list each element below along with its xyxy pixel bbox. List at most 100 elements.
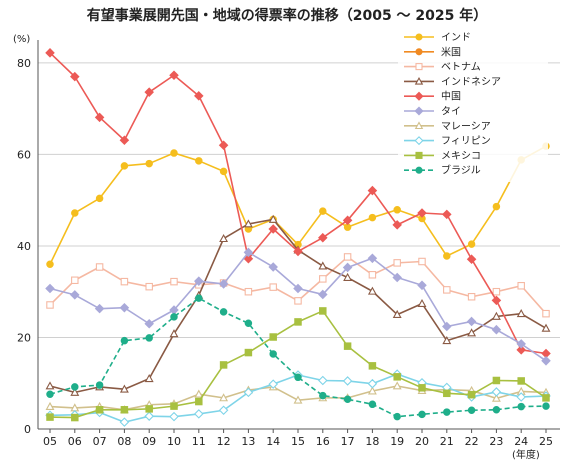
- data-point: [343, 342, 352, 350]
- legend-item: タイ: [404, 106, 461, 118]
- data-point: [418, 257, 426, 266]
- legend-background: [398, 28, 548, 182]
- data-point: [95, 406, 104, 414]
- x-tick-label: 05: [43, 435, 57, 448]
- data-point: [293, 395, 303, 404]
- data-point: [294, 297, 302, 305]
- data-point: [195, 397, 203, 406]
- data-point: [516, 339, 526, 349]
- data-point: [144, 87, 154, 97]
- legend-item: ベトナム: [404, 61, 481, 73]
- data-point: [269, 333, 277, 341]
- data-point: [443, 408, 451, 416]
- data-point: [46, 413, 54, 421]
- legend-label: 米国: [441, 45, 461, 58]
- data-point: [467, 390, 476, 399]
- data-point: [467, 328, 477, 337]
- legend-swatch-marker: [415, 48, 423, 56]
- data-point: [492, 202, 501, 211]
- data-point: [517, 377, 525, 385]
- legend-label: ブラジル: [441, 164, 481, 177]
- x-tick-label: 09: [142, 435, 156, 448]
- data-point: [268, 224, 278, 234]
- data-point: [442, 321, 452, 332]
- data-point: [516, 345, 526, 355]
- data-point: [393, 373, 401, 381]
- data-point: [145, 282, 153, 291]
- data-point: [71, 276, 79, 285]
- x-tick-label: 10: [167, 435, 181, 448]
- data-point: [368, 213, 377, 222]
- data-point: [170, 402, 178, 410]
- data-point: [342, 215, 353, 226]
- y-tick-label: 60: [17, 148, 31, 161]
- data-point: [491, 295, 502, 306]
- data-point: [467, 240, 476, 248]
- series-5: [45, 247, 551, 366]
- data-point: [144, 373, 154, 383]
- data-point: [243, 247, 254, 258]
- legend-swatch-marker: [414, 121, 424, 130]
- series-9: [46, 294, 550, 421]
- data-point: [417, 280, 427, 291]
- x-tick-label: 15: [291, 435, 305, 448]
- x-tick-label: 21: [440, 435, 454, 448]
- data-point: [194, 276, 204, 286]
- data-point: [393, 206, 401, 214]
- x-tick-label: 12: [217, 435, 231, 448]
- data-point: [443, 286, 451, 294]
- data-point: [46, 390, 54, 398]
- data-point: [120, 162, 129, 170]
- data-point: [244, 348, 253, 357]
- data-point: [542, 402, 550, 410]
- axes: 0 20 40 60 80 05 06 07 08 09 10 11 12 13 14 15 16 17 18 19 2…: [17, 40, 560, 448]
- data-point: [268, 214, 278, 223]
- data-point: [120, 336, 129, 345]
- legend-item: メキシコ: [404, 151, 481, 162]
- legend-item: ブラジル: [404, 164, 481, 177]
- data-point: [393, 259, 401, 267]
- y-tick-label: 0: [24, 423, 31, 436]
- data-point: [542, 394, 550, 402]
- x-tick-label: 18: [365, 435, 379, 448]
- legend-swatch-marker: [414, 91, 424, 101]
- legend-label: インドネシア: [441, 76, 501, 88]
- data-point: [71, 383, 79, 391]
- data-point: [368, 271, 377, 279]
- data-point: [119, 417, 130, 427]
- data-point: [516, 392, 526, 402]
- data-point: [218, 140, 229, 151]
- y-tick-label: 20: [17, 331, 31, 344]
- chart-title: 有望事業展開先国・地域の得票率の推移（2005 〜 2025 年）: [87, 7, 488, 24]
- legend-item: 中国: [404, 90, 461, 103]
- data-point: [492, 376, 501, 385]
- data-point: [145, 334, 153, 342]
- data-point: [45, 283, 55, 294]
- data-point: [491, 393, 501, 402]
- data-point: [294, 318, 302, 326]
- legend-item: フィリピン: [404, 135, 491, 147]
- data-point: [542, 309, 550, 318]
- data-point: [491, 311, 501, 320]
- data-point: [492, 287, 501, 296]
- data-point: [541, 323, 551, 332]
- data-point: [293, 283, 303, 294]
- data-point: [94, 303, 105, 314]
- data-point: [145, 405, 153, 413]
- data-point: [319, 275, 327, 283]
- data-point: [71, 413, 79, 422]
- series-8: [46, 307, 550, 422]
- data-point: [70, 71, 80, 82]
- data-point: [46, 260, 54, 268]
- series-0: [46, 142, 550, 268]
- x-tick-label: 07: [93, 435, 107, 448]
- data-point: [541, 356, 551, 366]
- legend-label: メキシコ: [441, 151, 481, 162]
- data-point: [169, 329, 179, 338]
- data-point: [195, 157, 203, 165]
- legend-item: マレーシア: [404, 121, 491, 132]
- data-point: [367, 386, 377, 395]
- data-point: [318, 261, 328, 270]
- legend-label: ベトナム: [441, 61, 481, 73]
